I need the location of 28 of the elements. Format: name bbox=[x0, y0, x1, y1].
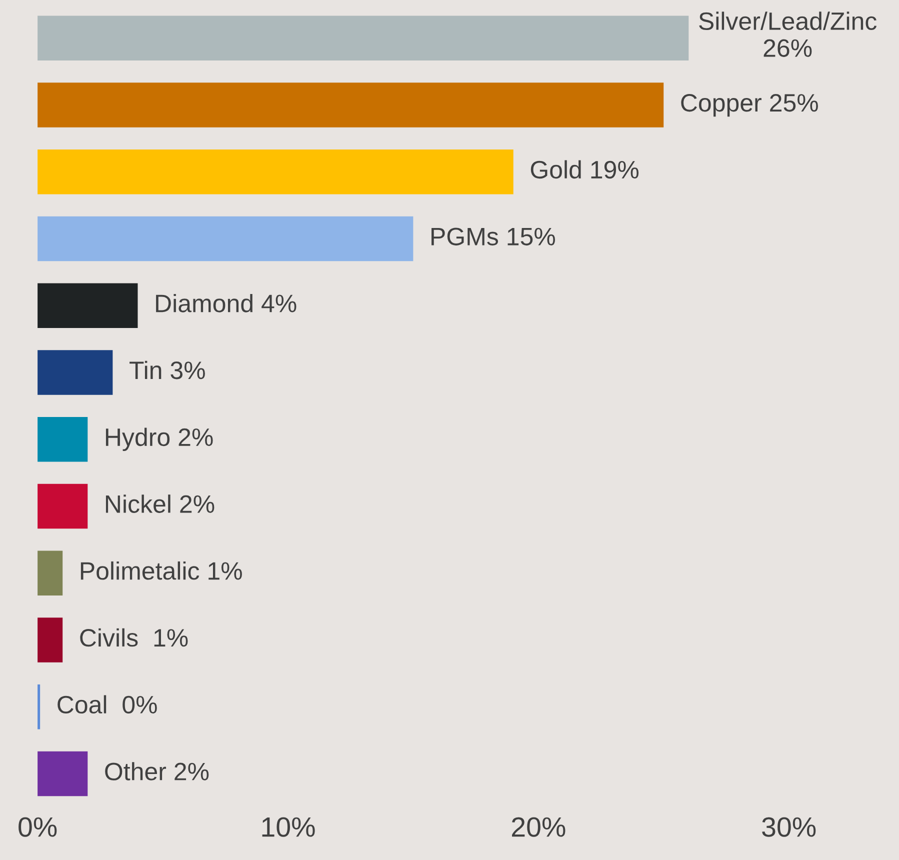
x-tick-label: 0% bbox=[18, 817, 57, 837]
x-tick-label: 30% bbox=[762, 817, 816, 837]
x-tick-label: 20% bbox=[512, 817, 566, 837]
bar bbox=[38, 684, 40, 730]
bar bbox=[38, 82, 664, 128]
bar bbox=[38, 216, 414, 262]
bar bbox=[38, 149, 514, 194]
bar bbox=[38, 283, 138, 328]
data-label: Other 2% bbox=[105, 762, 209, 780]
data-label: Coal 0% bbox=[58, 695, 157, 714]
data-label: Diamond 4% bbox=[156, 294, 296, 312]
x-tick-label: 10% bbox=[262, 817, 315, 837]
data-label: Tin 3% bbox=[130, 360, 205, 380]
data-label: Nickel 2% bbox=[106, 494, 214, 513]
bar bbox=[38, 751, 88, 796]
bar bbox=[38, 416, 88, 462]
data-label: Hydro 2% bbox=[106, 428, 213, 452]
bar bbox=[38, 550, 63, 596]
data-label: Copper 25% bbox=[681, 94, 818, 117]
bar bbox=[38, 16, 689, 61]
bar bbox=[38, 484, 88, 529]
data-label: Civils 1% bbox=[80, 628, 188, 647]
data-label: Polimetalic 1% bbox=[80, 561, 242, 580]
data-label: Gold 19% bbox=[530, 160, 639, 179]
data-label: PGMs 15% bbox=[432, 228, 556, 246]
data-label: Silver/Lead/Zinc 26% bbox=[699, 12, 877, 57]
bar bbox=[38, 618, 63, 662]
bar bbox=[38, 350, 113, 395]
